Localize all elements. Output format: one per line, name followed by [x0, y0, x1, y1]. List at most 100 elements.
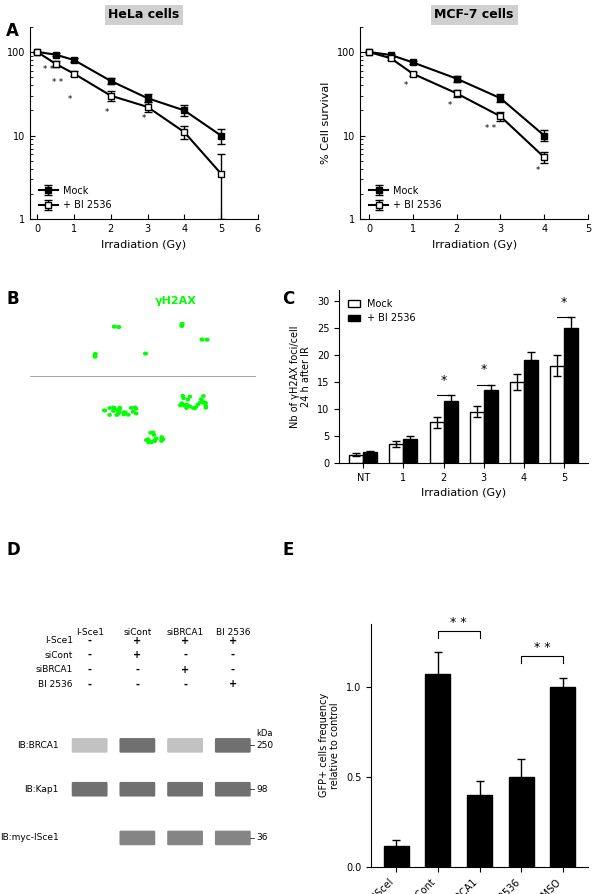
Text: E: E	[282, 541, 293, 559]
Circle shape	[167, 356, 170, 358]
Text: γH2AX: γH2AX	[154, 296, 196, 306]
Circle shape	[105, 409, 108, 411]
Text: +: +	[133, 650, 142, 661]
Circle shape	[148, 438, 152, 441]
Circle shape	[153, 438, 157, 441]
FancyBboxPatch shape	[167, 782, 203, 797]
Text: -: -	[88, 636, 92, 645]
Circle shape	[161, 432, 165, 434]
FancyBboxPatch shape	[72, 738, 107, 753]
Text: *: *	[561, 296, 567, 308]
Y-axis label: GFP+ cells frequency
relative to control: GFP+ cells frequency relative to control	[319, 693, 340, 797]
Circle shape	[193, 405, 196, 408]
Text: IB:BRCA1: IB:BRCA1	[17, 741, 59, 750]
Bar	[510, 382, 524, 463]
Circle shape	[181, 399, 184, 401]
Text: *: *	[404, 80, 409, 89]
Circle shape	[178, 316, 182, 320]
X-axis label: Irradiation (Gy): Irradiation (Gy)	[101, 240, 187, 249]
Text: B: B	[6, 290, 19, 308]
Bar	[550, 687, 575, 867]
X-axis label: Irradiation (Gy): Irradiation (Gy)	[431, 240, 517, 249]
Circle shape	[145, 439, 149, 442]
Circle shape	[196, 402, 199, 405]
Circle shape	[196, 401, 199, 403]
FancyBboxPatch shape	[119, 831, 155, 845]
Text: I-Sce1: I-Sce1	[76, 628, 104, 637]
Text: siBRCA1: siBRCA1	[35, 665, 73, 674]
Circle shape	[125, 411, 128, 414]
Circle shape	[120, 409, 123, 411]
Text: siCont: siCont	[123, 628, 152, 637]
Text: *: *	[68, 95, 72, 104]
Text: siBRCA1: siBRCA1	[166, 628, 204, 637]
FancyBboxPatch shape	[215, 738, 251, 753]
Circle shape	[106, 330, 109, 333]
Circle shape	[190, 401, 194, 403]
Circle shape	[146, 435, 149, 438]
Circle shape	[179, 403, 182, 406]
Text: -: -	[88, 650, 92, 661]
Text: BI 2536: BI 2536	[215, 628, 250, 637]
Bar	[425, 674, 451, 867]
Text: -: -	[231, 650, 235, 661]
Circle shape	[189, 408, 192, 410]
Text: 98: 98	[257, 785, 268, 794]
Text: BI 2536: BI 2536	[38, 680, 73, 689]
Legend: Mock, + BI 2536: Mock, + BI 2536	[35, 181, 116, 215]
Text: *: *	[481, 363, 487, 376]
Circle shape	[158, 433, 161, 434]
Text: +: +	[181, 636, 189, 645]
FancyBboxPatch shape	[119, 738, 155, 753]
Text: -: -	[136, 679, 139, 689]
Text: 24 h after IR: 24 h after IR	[41, 415, 102, 425]
Bar	[430, 422, 443, 463]
Legend: Mock, + BI 2536: Mock, + BI 2536	[344, 295, 420, 327]
Circle shape	[116, 409, 119, 411]
Circle shape	[204, 396, 207, 398]
Text: I-Sce1: I-Sce1	[45, 637, 73, 645]
Circle shape	[202, 405, 205, 407]
Text: *: *	[536, 166, 540, 175]
Text: * *: * *	[52, 78, 63, 87]
Text: -: -	[88, 665, 92, 675]
Circle shape	[199, 399, 203, 401]
Circle shape	[148, 441, 151, 443]
Bar	[509, 777, 534, 867]
Bar	[550, 366, 564, 463]
Circle shape	[190, 401, 193, 403]
Circle shape	[97, 352, 101, 355]
Circle shape	[92, 353, 95, 356]
Circle shape	[104, 414, 107, 416]
Text: * *: * *	[485, 124, 496, 133]
Text: -: -	[183, 679, 187, 689]
Circle shape	[187, 396, 190, 399]
Circle shape	[122, 411, 125, 414]
FancyBboxPatch shape	[167, 738, 203, 753]
Text: 36: 36	[257, 833, 268, 842]
Circle shape	[187, 405, 190, 408]
Circle shape	[131, 413, 134, 416]
X-axis label: Irradiation (Gy): Irradiation (Gy)	[421, 488, 506, 498]
FancyBboxPatch shape	[215, 782, 251, 797]
Circle shape	[113, 408, 116, 410]
Circle shape	[124, 414, 128, 416]
Circle shape	[115, 410, 118, 413]
Text: -: -	[88, 679, 92, 689]
Text: Control: Control	[41, 328, 76, 338]
Bar	[564, 328, 578, 463]
Circle shape	[131, 409, 134, 410]
Text: siCont: siCont	[44, 651, 73, 660]
Circle shape	[151, 433, 154, 435]
Circle shape	[192, 402, 195, 405]
Legend: Mock, + BI 2536: Mock, + BI 2536	[365, 181, 446, 215]
Text: 250: 250	[257, 741, 274, 750]
Text: +: +	[229, 636, 237, 645]
FancyBboxPatch shape	[72, 782, 107, 797]
Circle shape	[195, 395, 198, 398]
Text: -: -	[183, 650, 187, 661]
Circle shape	[187, 395, 191, 398]
Bar	[389, 444, 403, 463]
Circle shape	[145, 435, 148, 438]
FancyBboxPatch shape	[119, 782, 155, 797]
